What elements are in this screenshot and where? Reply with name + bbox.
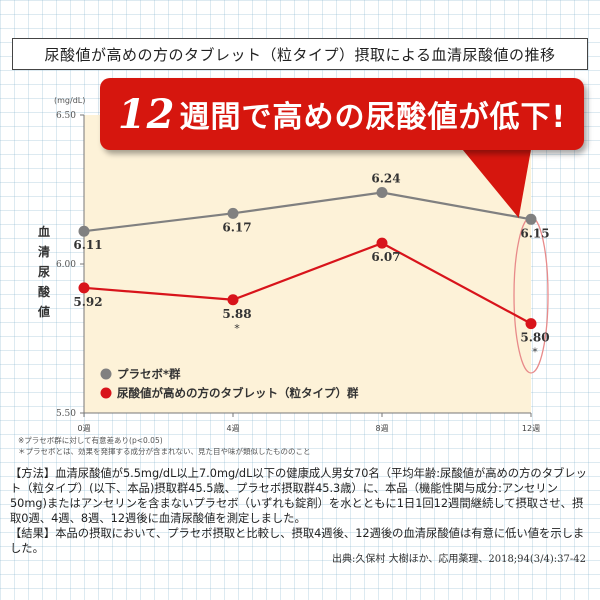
y-tick-label: 6.00 [56, 260, 76, 270]
significance-marker: * [532, 346, 538, 359]
x-tick-label: 0週 [77, 424, 90, 433]
data-point [78, 282, 90, 294]
series-line-0 [83, 191, 532, 233]
y-axis-label-char: 尿 [38, 264, 50, 279]
data-point [376, 237, 388, 249]
x-tick-label: 12週 [522, 424, 540, 433]
y-axis-label-char: 血 [38, 224, 50, 239]
plot-area [84, 115, 531, 413]
chart-title-box: 尿酸値が高めの方のタブレット（粒タイプ）摂取による血清尿酸値の推移 [12, 38, 588, 70]
data-point [376, 186, 388, 198]
footnote-placebo: ＊プラセボとは、効果を発揮する成分が含まれない、見た目や味が類似したもののこと [18, 447, 311, 456]
data-label: 5.92 [73, 295, 102, 309]
data-label: 6.07 [371, 250, 400, 264]
series-line-1 [83, 241, 532, 325]
footnote-significance: ※プラセボ群に対して有意差あり(p<0.05) [18, 436, 163, 445]
method-text: 【方法】血清尿酸値が5.5mg/dL以上7.0mg/dL以下の健康成人男女70名… [10, 467, 587, 525]
banner-number: 12 [117, 90, 176, 138]
y-unit-label: (mg/dL) [54, 96, 85, 105]
x-tick-label: 8週 [375, 424, 388, 433]
legend-label: 尿酸値が高めの方のタブレット（粒タイプ）群 [117, 386, 359, 400]
y-axis-label-char: 酸 [38, 284, 51, 299]
data-label: 5.88 [222, 307, 251, 321]
data-label: 5.80 [520, 331, 549, 345]
footnotes: ※プラセボ群に対して有意差あり(p<0.05) ＊プラセボとは、効果を発揮する成… [18, 435, 588, 457]
y-tick-label: 6.50 [56, 111, 76, 121]
data-point [525, 213, 537, 225]
y-axis-label-char: 値 [37, 304, 50, 319]
legend-marker [100, 368, 112, 380]
banner-text: 週間で高めの尿酸値が低下! [179, 100, 567, 135]
study-description: 【方法】血清尿酸値が5.5mg/dL以上7.0mg/dL以下の健康成人男女70名… [10, 466, 592, 556]
headline-banner: 12 週間で高めの尿酸値が低下! [100, 78, 584, 150]
result-text: 【結果】本品の摂取において、プラセボ摂取と比較し、摂取4週後、12週後の血清尿酸… [10, 527, 585, 555]
chart-title: 尿酸値が高めの方のタブレット（粒タイプ）摂取による血清尿酸値の推移 [44, 45, 556, 64]
x-tick-label: 4週 [226, 424, 239, 433]
y-tick-label: 5.50 [56, 409, 76, 419]
data-label: 6.11 [73, 238, 102, 252]
data-point [227, 294, 239, 306]
data-label: 6.24 [371, 171, 400, 185]
data-label: 6.15 [520, 226, 549, 240]
legend-marker [100, 387, 112, 399]
source-citation: 出典:久保村 大樹ほか、応用薬理、2018;94(3/4):37-42 [332, 554, 586, 565]
y-axis-label-char: 清 [38, 244, 50, 259]
data-point [525, 318, 537, 330]
data-label: 6.17 [222, 220, 251, 234]
data-point [78, 225, 90, 237]
significance-marker: * [234, 322, 240, 335]
legend-label: プラセボ*群 [117, 367, 181, 381]
data-point [227, 207, 239, 219]
